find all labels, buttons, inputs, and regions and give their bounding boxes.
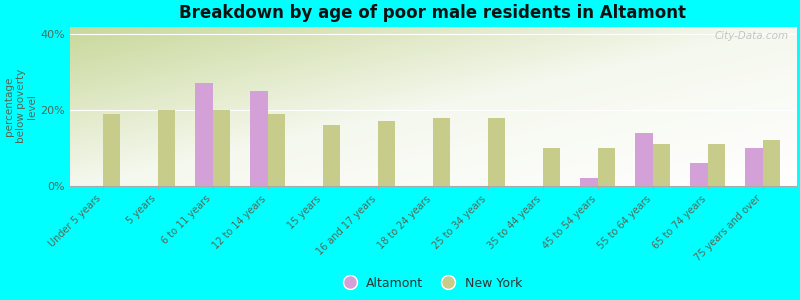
Bar <box>378 122 395 186</box>
Bar <box>102 114 120 186</box>
Bar <box>708 144 726 186</box>
Text: City-Data.com: City-Data.com <box>714 31 789 41</box>
Bar <box>250 91 268 186</box>
Bar <box>433 118 450 186</box>
Bar <box>213 110 230 186</box>
Bar <box>580 178 598 186</box>
Bar <box>195 83 213 186</box>
Bar <box>598 148 615 186</box>
Bar <box>635 133 653 186</box>
Bar <box>690 163 708 186</box>
Bar <box>763 140 781 186</box>
Bar <box>746 148 763 186</box>
Bar <box>322 125 340 186</box>
Title: Breakdown by age of poor male residents in Altamont: Breakdown by age of poor male residents … <box>179 4 686 22</box>
Bar <box>543 148 561 186</box>
Bar <box>268 114 286 186</box>
Bar <box>158 110 175 186</box>
Bar <box>488 118 506 186</box>
Bar <box>653 144 670 186</box>
Legend: Altamont, New York: Altamont, New York <box>338 272 527 295</box>
Y-axis label: percentage
below poverty
level: percentage below poverty level <box>4 69 38 143</box>
